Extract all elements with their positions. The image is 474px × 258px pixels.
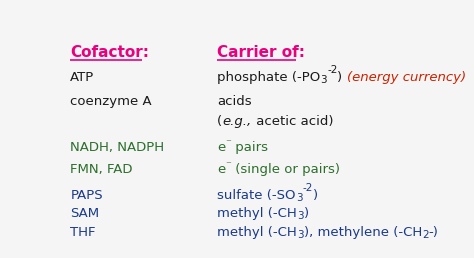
Text: methyl (-CH: methyl (-CH xyxy=(217,207,297,220)
Text: acids: acids xyxy=(217,94,252,108)
Text: methyl (-CH: methyl (-CH xyxy=(217,226,297,239)
Text: 2: 2 xyxy=(422,230,428,240)
Text: Cofactor:: Cofactor: xyxy=(70,45,149,60)
Text: NADH, NADPH: NADH, NADPH xyxy=(70,141,164,154)
Text: (energy currency): (energy currency) xyxy=(347,71,466,84)
Text: -2: -2 xyxy=(302,183,313,193)
Text: Carrier of:: Carrier of: xyxy=(217,45,305,60)
Text: ): ) xyxy=(313,189,318,202)
Text: SAM: SAM xyxy=(70,207,100,220)
Text: coenzyme A: coenzyme A xyxy=(70,94,152,108)
Text: e: e xyxy=(217,141,226,154)
Text: (single or pairs): (single or pairs) xyxy=(231,163,340,176)
Text: e: e xyxy=(217,163,226,176)
Text: pairs: pairs xyxy=(231,141,268,154)
Text: -): -) xyxy=(428,226,438,239)
Text: ): ) xyxy=(303,207,309,220)
Text: ⁻: ⁻ xyxy=(226,160,231,170)
Text: 3: 3 xyxy=(296,193,302,203)
Text: PAPS: PAPS xyxy=(70,189,103,202)
Text: ), methylene (-CH: ), methylene (-CH xyxy=(303,226,422,239)
Text: sulfate (-SO: sulfate (-SO xyxy=(217,189,296,202)
Text: ATP: ATP xyxy=(70,71,94,84)
Text: 3: 3 xyxy=(297,211,303,221)
Text: 3: 3 xyxy=(297,230,303,240)
Text: (: ( xyxy=(217,115,222,128)
Text: phosphate (-PO: phosphate (-PO xyxy=(217,71,320,84)
Text: e.g.,: e.g., xyxy=(222,115,252,128)
Text: 3: 3 xyxy=(320,75,327,85)
Text: ): ) xyxy=(337,71,347,84)
Text: THF: THF xyxy=(70,226,96,239)
Text: ⁻: ⁻ xyxy=(226,138,231,148)
Text: -2: -2 xyxy=(327,65,337,75)
Text: FMN, FAD: FMN, FAD xyxy=(70,163,133,176)
Text: acetic acid): acetic acid) xyxy=(252,115,333,128)
